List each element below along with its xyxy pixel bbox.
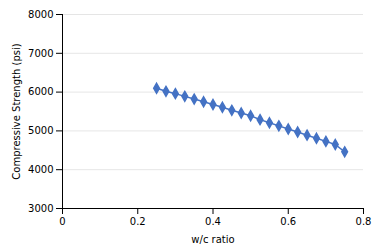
svg-text:0.2: 0.2 <box>130 216 146 227</box>
svg-text:5000: 5000 <box>28 125 53 136</box>
svg-text:0.6: 0.6 <box>280 216 296 227</box>
svg-text:4000: 4000 <box>28 164 53 175</box>
svg-text:w/c ratio: w/c ratio <box>191 234 234 245</box>
svg-text:3000: 3000 <box>28 203 53 214</box>
svg-text:8000: 8000 <box>28 9 53 20</box>
svg-text:0.4: 0.4 <box>205 216 221 227</box>
svg-text:0: 0 <box>59 216 65 227</box>
svg-text:7000: 7000 <box>28 48 53 59</box>
svg-text:0.8: 0.8 <box>356 216 372 227</box>
svg-text:Compressive Strength (psi): Compressive Strength (psi) <box>11 43 22 179</box>
svg-text:6000: 6000 <box>28 86 53 97</box>
